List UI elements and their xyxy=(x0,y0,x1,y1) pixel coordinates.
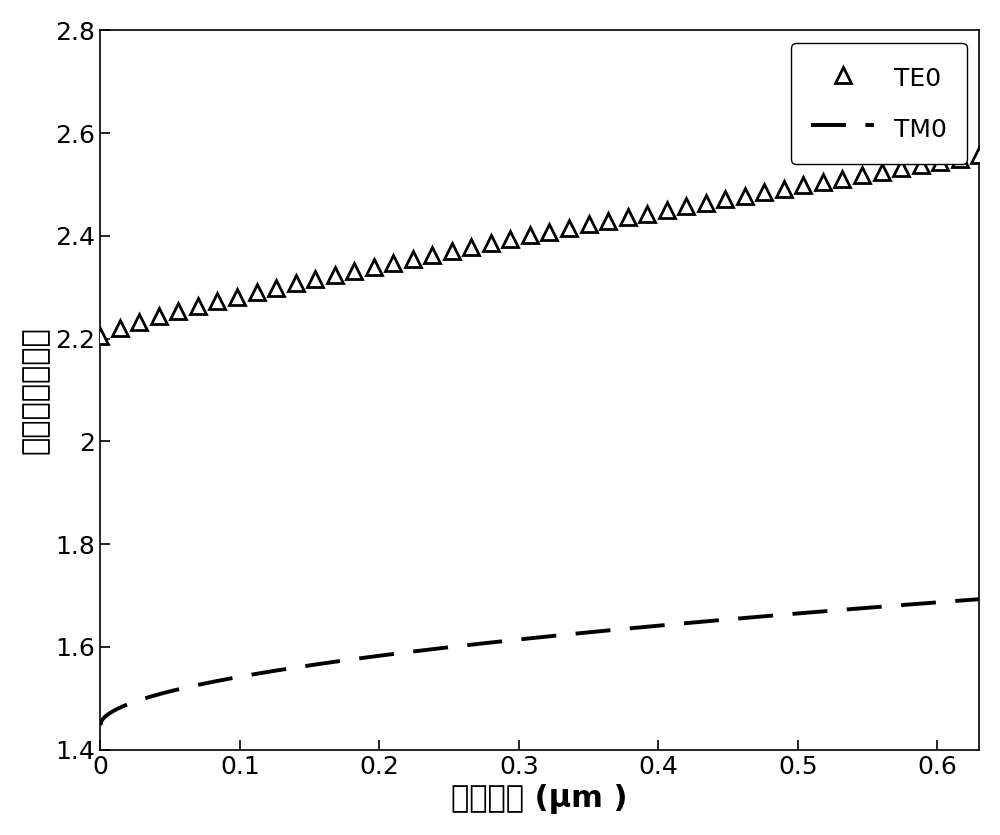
TE0 xyxy=(817,177,829,187)
TE0 xyxy=(368,261,380,271)
TE0 xyxy=(797,180,809,190)
TE0 xyxy=(739,191,751,201)
Line: TM0: TM0 xyxy=(100,600,979,725)
TE0 xyxy=(856,170,868,180)
TM0 xyxy=(815,606,827,616)
TE0 xyxy=(973,150,985,160)
TE0 xyxy=(329,270,341,280)
TM0 xyxy=(512,635,524,645)
TE0 xyxy=(348,266,360,276)
Line: TE0: TE0 xyxy=(93,148,987,344)
TE0 xyxy=(934,157,946,167)
TE0 xyxy=(876,167,888,177)
TM0 xyxy=(952,595,964,605)
TE0 xyxy=(94,331,106,341)
Legend: TE0, TM0: TE0, TM0 xyxy=(791,43,967,164)
TE0 xyxy=(192,301,204,311)
TE0 xyxy=(231,291,243,301)
TE0 xyxy=(661,205,673,215)
TE0 xyxy=(758,187,770,197)
TE0 xyxy=(915,160,927,170)
TM0 xyxy=(617,624,629,634)
TE0 xyxy=(895,164,907,174)
TE0 xyxy=(426,250,438,260)
Y-axis label: 模式有效折射率: 模式有效折射率 xyxy=(21,326,50,454)
TE0 xyxy=(172,306,184,316)
TM0 xyxy=(517,634,529,644)
TE0 xyxy=(485,238,497,248)
TE0 xyxy=(251,287,263,297)
TE0 xyxy=(700,198,712,208)
X-axis label: 刻蚀宽度 (μm ): 刻蚀宽度 (μm ) xyxy=(451,784,628,814)
TE0 xyxy=(563,223,575,233)
TE0 xyxy=(153,311,165,321)
TE0 xyxy=(602,215,614,225)
TE0 xyxy=(465,242,477,252)
TE0 xyxy=(524,230,536,240)
TM0 xyxy=(94,720,106,730)
TE0 xyxy=(114,323,126,333)
TE0 xyxy=(387,258,399,268)
TE0 xyxy=(641,209,653,219)
TE0 xyxy=(543,227,555,237)
TM0 xyxy=(570,629,582,639)
TE0 xyxy=(446,245,458,256)
TE0 xyxy=(407,254,419,264)
TM0 xyxy=(973,595,985,605)
TE0 xyxy=(778,184,790,194)
TE0 xyxy=(583,220,595,230)
TE0 xyxy=(290,278,302,288)
TE0 xyxy=(504,235,516,245)
TE0 xyxy=(622,212,634,222)
TE0 xyxy=(211,296,223,306)
TE0 xyxy=(954,154,966,164)
TE0 xyxy=(680,201,692,211)
TE0 xyxy=(270,283,282,293)
TE0 xyxy=(133,317,145,327)
TE0 xyxy=(836,174,848,184)
TE0 xyxy=(719,195,731,205)
TE0 xyxy=(309,274,321,284)
